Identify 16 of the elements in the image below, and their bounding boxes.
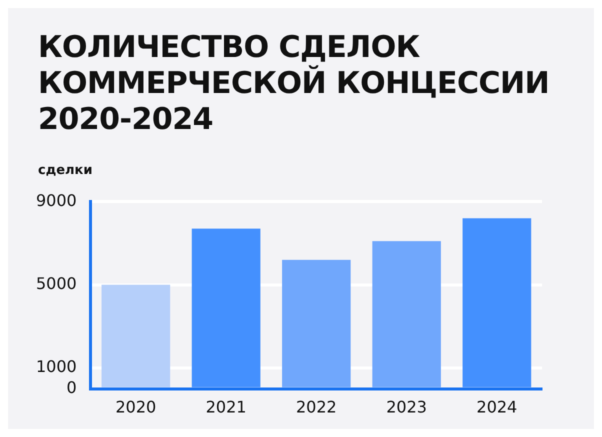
chart-title: КОЛИЧЕСТВО СДЕЛОК КОММЕРЧЕСКОЙ КОНЦЕССИИ 2020-2024	[38, 30, 550, 138]
bar	[192, 228, 260, 388]
y-tick-label: 5000	[36, 274, 77, 293]
bar	[372, 241, 441, 388]
bar	[282, 260, 351, 388]
x-tick-label: 2020	[115, 398, 156, 417]
x-tick-label: 2022	[296, 398, 337, 417]
x-tick-label: 2021	[206, 398, 246, 417]
y-tick-label: 1000	[36, 357, 77, 376]
y-tick-label: 9000	[36, 190, 77, 210]
bar	[102, 284, 170, 388]
bar	[462, 218, 532, 388]
x-tick-label: 2023	[386, 398, 427, 417]
y-tick-label: 0	[66, 378, 77, 397]
x-tick-label: 2024	[476, 398, 518, 417]
y-axis-title: сделки	[38, 163, 92, 178]
